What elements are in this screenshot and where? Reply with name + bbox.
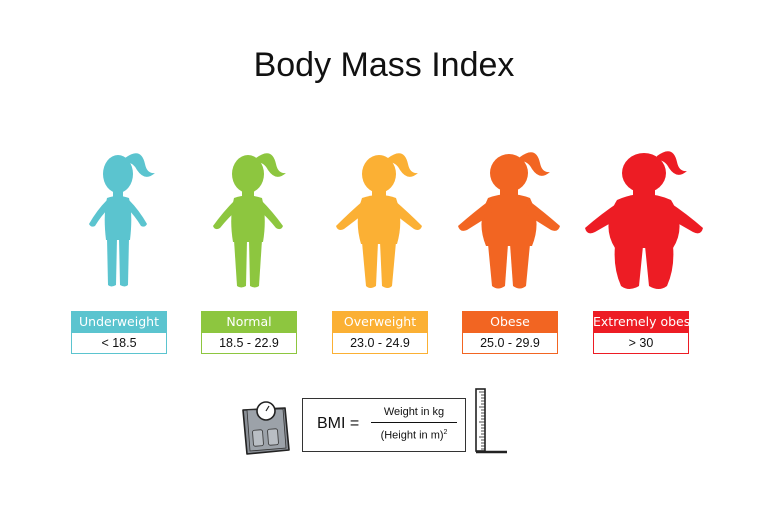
category-range: > 30 <box>593 333 689 354</box>
normal-figure-icon <box>193 140 303 295</box>
category-label: Obese <box>462 311 558 333</box>
fraction-bar <box>371 422 457 423</box>
category-label: Underweight <box>71 311 167 333</box>
category-label: Extremely obese <box>593 311 689 333</box>
page-title: Body Mass Index <box>253 46 515 84</box>
category-range: 18.5 - 22.9 <box>201 333 297 354</box>
category-range: 23.0 - 24.9 <box>332 333 428 354</box>
underweight-figure-icon <box>63 140 173 295</box>
category-extremely-obese: Extremely obese > 30 <box>593 311 689 354</box>
bathroom-scale-icon <box>239 400 293 456</box>
category-label: Normal <box>201 311 297 333</box>
category-overweight: Overweight 23.0 - 24.9 <box>332 311 428 354</box>
formula-denominator: (Height in m) <box>380 429 444 442</box>
formula-lhs: BMI = <box>317 415 360 432</box>
bmi-formula: BMI = Weight in kg (Height in m)2 <box>302 398 466 452</box>
category-normal: Normal 18.5 - 22.9 <box>201 311 297 354</box>
category-label: Overweight <box>332 311 428 333</box>
category-range: 25.0 - 29.9 <box>462 333 558 354</box>
formula-denominator-wrap: (Height in m)2 <box>369 425 459 444</box>
category-obese: Obese 25.0 - 29.9 <box>462 311 558 354</box>
extremely-obese-figure-icon <box>585 140 703 295</box>
formula-fraction: Weight in kg (Height in m)2 <box>369 405 459 444</box>
formula-numerator: Weight in kg <box>383 406 445 418</box>
formula-exponent: 2 <box>443 429 448 436</box>
height-ruler-icon <box>473 386 509 456</box>
category-underweight: Underweight < 18.5 <box>71 311 167 354</box>
category-range: < 18.5 <box>71 333 167 354</box>
obese-figure-icon <box>454 140 564 295</box>
overweight-figure-icon <box>324 140 434 295</box>
